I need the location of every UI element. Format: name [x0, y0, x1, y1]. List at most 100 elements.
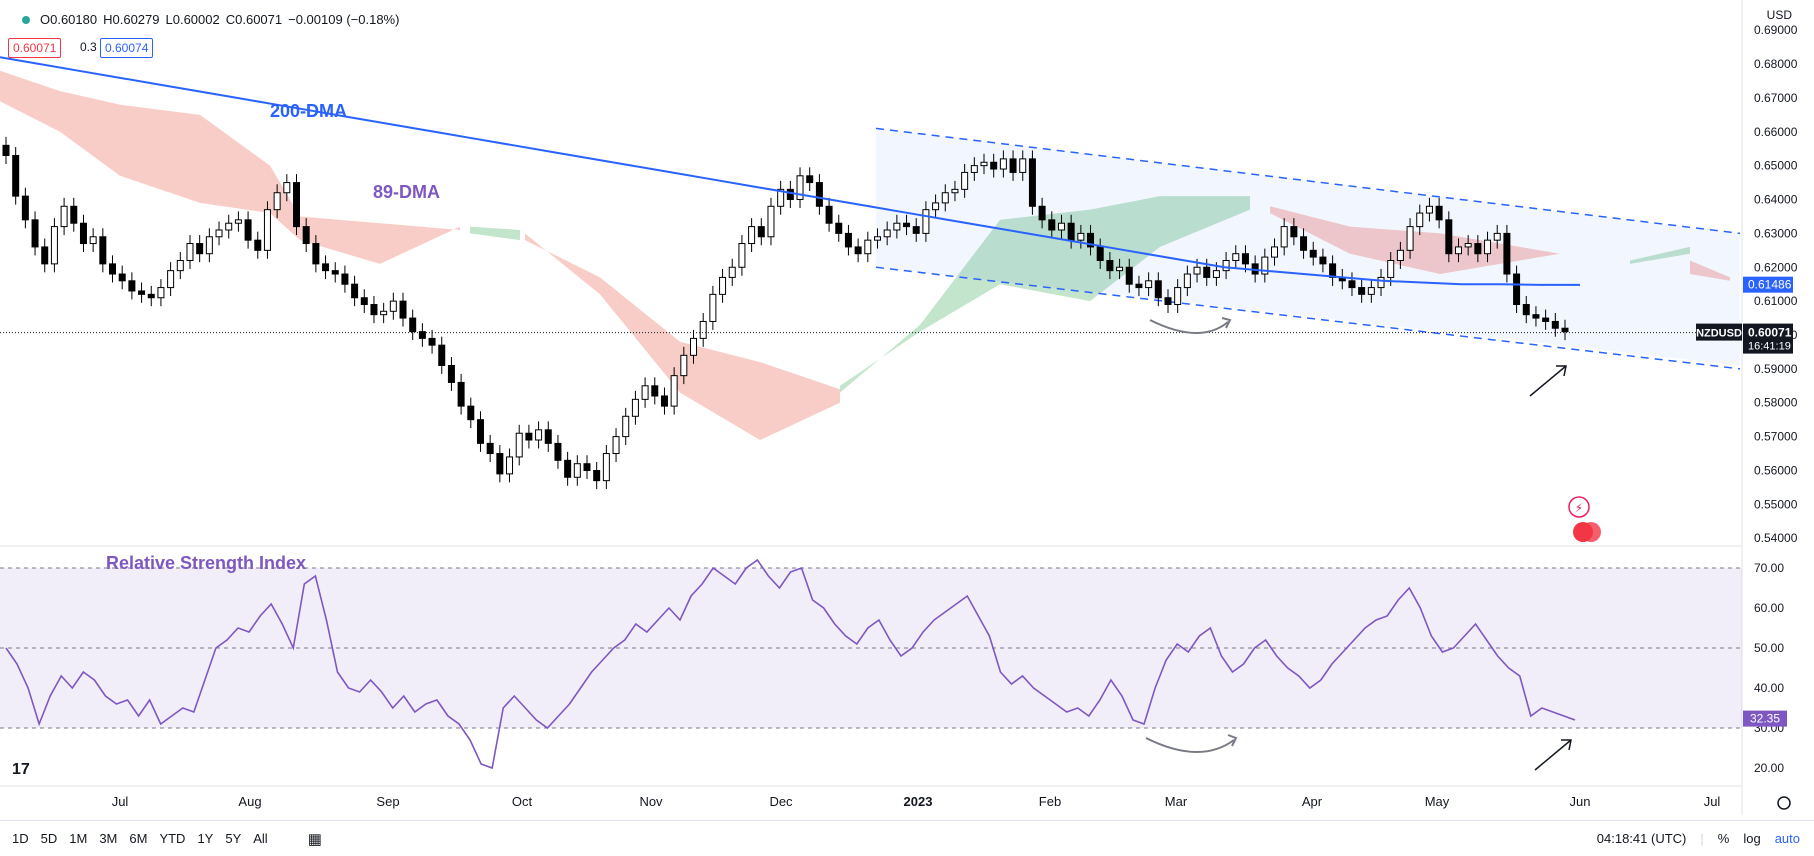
current-price-bg — [1743, 323, 1793, 354]
candle-body — [612, 436, 620, 455]
time-tick-label: Oct — [512, 794, 533, 809]
candle-body — [815, 182, 823, 207]
candle-body — [719, 276, 727, 295]
candle-body — [1154, 280, 1162, 299]
candle-body — [12, 154, 20, 197]
axes: 0.54000 0.55000 0.56000 0.57000 0.58000 0.590… — [0, 0, 1798, 815]
candle-body — [1406, 226, 1414, 251]
range-button-5y[interactable]: 5Y — [225, 831, 242, 846]
candle-body — [322, 263, 330, 272]
candle-body — [1493, 232, 1501, 241]
candle-body — [1358, 287, 1366, 295]
arrowhead-price — [1556, 365, 1567, 377]
candle-body — [331, 270, 339, 275]
candle-body — [1319, 256, 1327, 265]
log-toggle[interactable]: log — [1743, 831, 1761, 846]
candle-body — [1193, 266, 1201, 275]
candle-body — [1280, 226, 1288, 248]
ma200-value-bg — [1743, 276, 1793, 293]
rsi-line — [5, 558, 1576, 770]
candle-body — [351, 283, 359, 299]
candle-body — [167, 270, 175, 289]
range-buttons: 1D 5D 1M 3M 6M YTD 1Y 5Y All — [0, 831, 268, 846]
curve-arrowhead-price — [1221, 317, 1232, 329]
candle-body — [1454, 246, 1462, 255]
candle-body — [79, 222, 87, 245]
range-button-ytd[interactable]: YTD — [159, 831, 186, 846]
curve-arrowhead-rsi — [1227, 734, 1238, 747]
time-tick-label: Sep — [376, 794, 399, 809]
candle-body — [1241, 253, 1249, 265]
candle-body — [1135, 283, 1143, 289]
candle-body — [157, 287, 165, 299]
candle-body — [99, 236, 107, 265]
candle-body — [496, 453, 504, 475]
candle-body — [1561, 327, 1569, 333]
range-button-5d[interactable]: 5D — [40, 831, 58, 846]
time-tick-label: Mar — [1165, 794, 1188, 809]
candle-body — [1232, 253, 1240, 261]
range-button-1y[interactable]: 1Y — [197, 831, 214, 846]
range-button-1d[interactable]: 1D — [12, 831, 29, 846]
bearish-cloud-1 — [0, 70, 460, 264]
candle-body — [1290, 226, 1298, 238]
candle-body — [903, 222, 911, 228]
auto-toggle[interactable]: auto — [1774, 831, 1800, 846]
price-tick-label: 0.59000 — [1754, 362, 1798, 376]
candle-body — [1019, 158, 1027, 173]
candle-body — [515, 432, 523, 458]
candle-body — [1522, 304, 1530, 316]
rsi-tick-label: 70.00 — [1754, 561, 1784, 575]
ask-box[interactable]: 0.60074 — [100, 38, 154, 58]
calendar-icon[interactable]: ▦ — [307, 830, 322, 848]
candle-body — [428, 337, 436, 346]
range-button-6m[interactable]: 6M — [129, 831, 148, 846]
candle-body — [622, 415, 630, 438]
candle-body — [564, 459, 572, 478]
percent-toggle[interactable]: % — [1717, 831, 1730, 846]
candle-body — [1484, 239, 1492, 255]
candle-body — [932, 202, 940, 211]
candle-body — [922, 209, 930, 234]
candle-body — [864, 239, 872, 255]
candle-body — [476, 419, 484, 444]
spread-value: 0.3 — [80, 40, 97, 54]
candle-body — [1367, 287, 1375, 295]
range-button-all[interactable]: All — [253, 831, 268, 846]
channel-lower-line — [875, 266, 1741, 370]
candle-body — [138, 290, 146, 295]
candle-body — [1396, 249, 1404, 261]
status-dot-icon — [22, 15, 30, 24]
candle-body — [196, 243, 204, 255]
ma89-annotation: 89-DMA — [373, 182, 440, 202]
countdown-label: 16:41:19 — [1748, 341, 1791, 353]
candle-body — [825, 205, 833, 224]
open-value: O0.60180 — [40, 12, 98, 27]
candle-body — [292, 182, 300, 228]
time-tick-label: Dec — [769, 794, 793, 809]
clock-time[interactable]: 04:18:41 (UTC) — [1596, 831, 1687, 846]
bullish-cloud-3 — [1630, 246, 1690, 264]
range-button-1m[interactable]: 1M — [69, 831, 88, 846]
right-controls: 04:18:41 (UTC) | % log auto — [1596, 831, 1800, 846]
price-tick-label: 0.69000 — [1754, 23, 1798, 37]
candle-body — [941, 192, 949, 204]
bullish-cloud-1 — [470, 226, 520, 241]
candle-body — [1309, 249, 1317, 258]
candle-body — [1532, 314, 1540, 319]
candle-body — [273, 192, 281, 211]
currency-selector[interactable]: USD — [1766, 8, 1792, 22]
candle-body — [525, 432, 533, 441]
lightning-event-icon — [1568, 496, 1590, 518]
candle-body — [506, 456, 514, 475]
candle-body — [535, 429, 543, 441]
candle-body — [883, 229, 891, 238]
bid-box[interactable]: 0.60071 — [8, 38, 62, 58]
symbol-label-bg — [1696, 323, 1742, 341]
range-button-3m[interactable]: 3M — [99, 831, 118, 846]
candle-body — [912, 226, 920, 234]
arrow-price — [1529, 365, 1567, 397]
candle-body — [1261, 256, 1269, 275]
current-price-label: 0.60071 — [1748, 326, 1792, 340]
candle-body — [234, 219, 242, 224]
